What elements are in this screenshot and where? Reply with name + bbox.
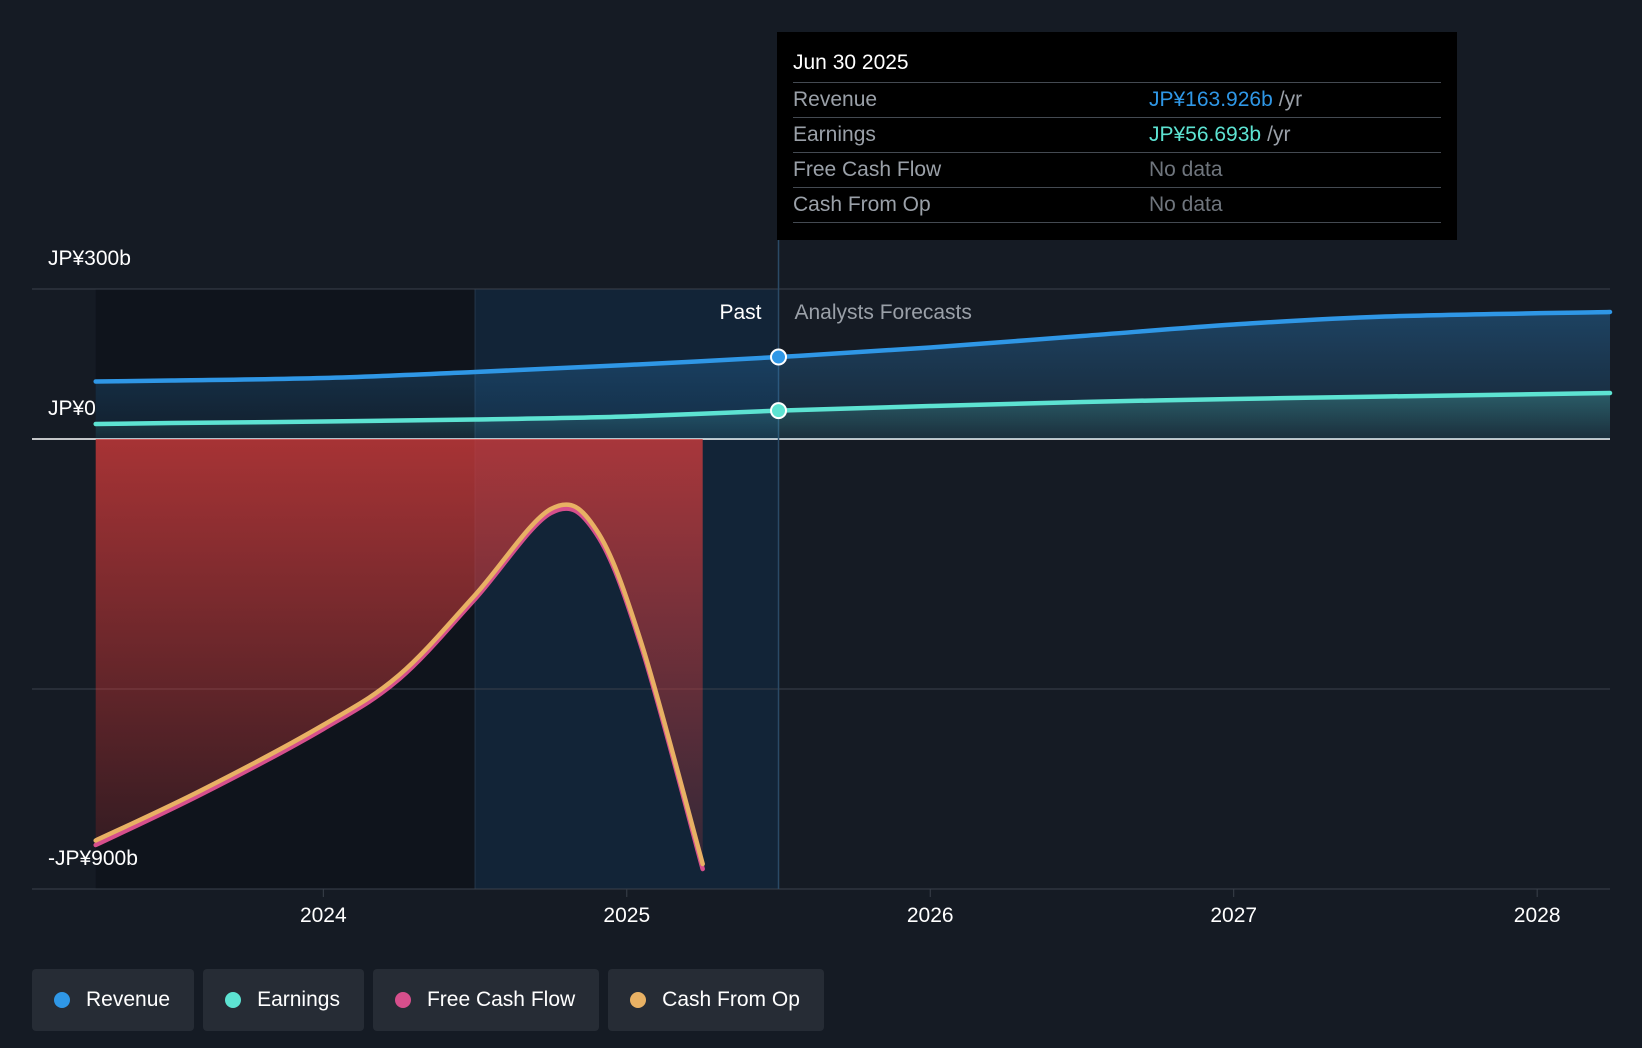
legend: Revenue Earnings Free Cash Flow Cash Fro… xyxy=(32,969,824,1031)
tooltip-value: No data xyxy=(1149,193,1223,216)
tooltip-label: Revenue xyxy=(793,88,878,111)
x-tick-label: 2027 xyxy=(1210,904,1257,927)
marker-layer xyxy=(770,348,788,420)
tooltip: Jun 30 2025 Revenue JP¥163.926b /yr Earn… xyxy=(777,32,1457,240)
cfo-line xyxy=(93,502,705,867)
x-tick-label: 2025 xyxy=(603,904,650,927)
tooltip-label: Free Cash Flow xyxy=(793,158,942,181)
revenue-marker xyxy=(770,348,788,366)
past-label: Past xyxy=(719,301,761,324)
tooltip-row-free-cash-flow: Free Cash Flow No data xyxy=(793,153,1441,188)
revenue-line xyxy=(93,309,1613,384)
tooltip-value: No data xyxy=(1149,158,1223,181)
tooltip-value: JP¥163.926b xyxy=(1149,88,1273,111)
area-layer xyxy=(95,312,1611,869)
y-tick-label: JP¥300b xyxy=(48,247,131,270)
legend-item-earnings[interactable]: Earnings xyxy=(203,969,364,1031)
legend-label: Earnings xyxy=(257,988,340,1011)
earnings-area xyxy=(95,393,1611,439)
tooltip-row-earnings: Earnings JP¥56.693b /yr xyxy=(793,118,1441,153)
y-tick-label: JP¥0 xyxy=(48,397,96,420)
legend-label: Revenue xyxy=(86,988,171,1011)
line-layer xyxy=(93,309,1613,872)
earnings-marker xyxy=(770,402,788,420)
free-cash-flow-dot-icon xyxy=(394,992,411,1008)
tooltip-row-revenue: Revenue JP¥163.926b /yr xyxy=(793,83,1441,118)
revenue-dot-icon xyxy=(54,992,70,1008)
tooltip-row-cash-from-op: Cash From Op No data xyxy=(793,188,1441,223)
legend-item-free-cash-flow[interactable]: Free Cash Flow xyxy=(372,969,600,1031)
earnings-dot-icon xyxy=(225,992,242,1008)
x-tick-label: 2026 xyxy=(907,904,954,927)
forecast-label: Analysts Forecasts xyxy=(795,301,972,324)
tooltip-unit: /yr xyxy=(1267,123,1291,146)
tooltip-value: JP¥56.693b xyxy=(1149,123,1262,146)
x-tick-label: 2024 xyxy=(300,904,347,927)
tooltip-label: Cash From Op xyxy=(793,193,931,216)
fcf-area xyxy=(95,439,703,869)
cash-from-op-dot-icon xyxy=(630,992,647,1008)
legend-item-cash-from-op[interactable]: Cash From Op xyxy=(608,969,824,1031)
y-tick-label: -JP¥900b xyxy=(48,847,138,870)
tooltip-label: Earnings xyxy=(793,123,876,146)
tooltip-unit: /yr xyxy=(1278,88,1303,111)
tooltip-date: Jun 30 2025 xyxy=(793,46,1441,83)
legend-label: Cash From Op xyxy=(662,988,800,1011)
earnings-line xyxy=(93,390,1613,427)
x-tick-label: 2028 xyxy=(1514,904,1561,927)
text-layer: JP¥300b JP¥0 -JP¥900b 2024 2025 2026 2027 2028 P… xyxy=(48,247,1561,927)
legend-item-revenue[interactable]: Revenue xyxy=(32,969,195,1031)
legend-label: Free Cash Flow xyxy=(426,988,576,1011)
